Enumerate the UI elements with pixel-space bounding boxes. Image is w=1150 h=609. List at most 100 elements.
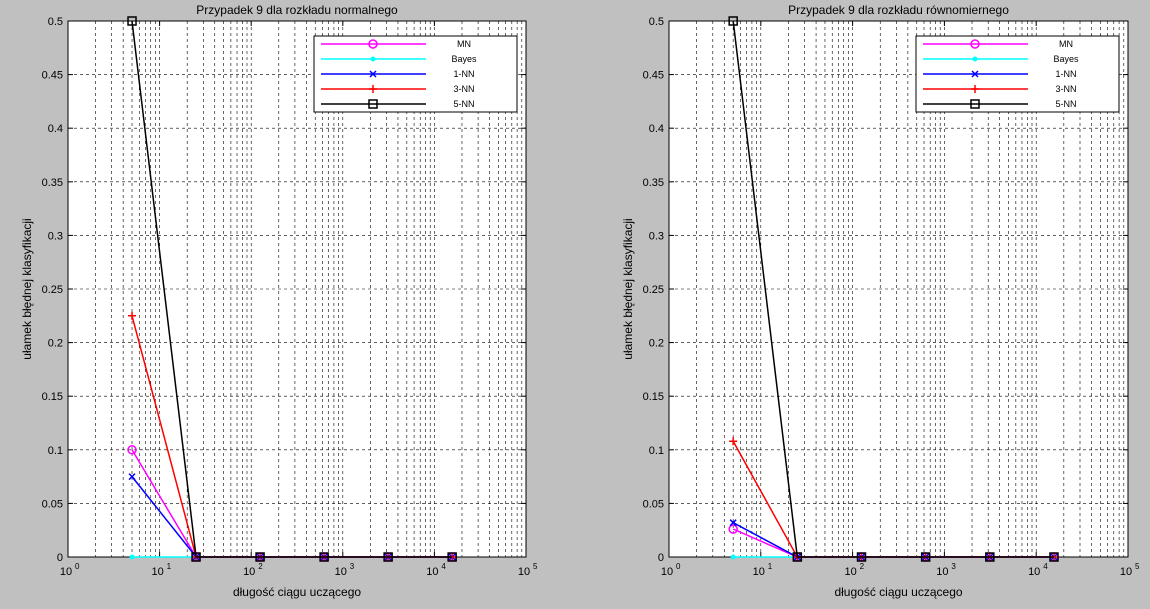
series-5-nn (728, 16, 1059, 562)
chart-panel-1: 00.050.10.150.20.250.30.350.40.450.510 0 1… (20, 3, 538, 599)
data-point-marker (729, 437, 738, 446)
y-tick-label: 0.35 (643, 177, 664, 189)
series-group (127, 16, 457, 562)
y-axis-label: ułamek błędnej klasyfikacji (621, 218, 635, 359)
legend-label: Bayes (1053, 54, 1079, 64)
y-tick-label: 0.35 (42, 177, 63, 189)
legend-label: Bayes (451, 54, 477, 64)
y-tick-label: 0.5 (649, 16, 664, 28)
y-tick-label: 0.4 (649, 123, 664, 135)
x-tick-label-exponent: 1 (167, 562, 172, 571)
y-tick-label: 0.05 (643, 498, 664, 510)
y-tick-label: 0.3 (48, 230, 63, 242)
grid-lines (68, 21, 526, 557)
y-tick-label: 0.2 (649, 338, 664, 350)
grid-lines (669, 21, 1128, 557)
data-point-marker (191, 552, 201, 562)
x-tick-label-exponent: 3 (350, 562, 355, 571)
x-tick-label-exponent: 1 (768, 562, 773, 571)
legend-label: 5-NN (1055, 99, 1076, 109)
data-point-marker (447, 552, 457, 562)
data-point-marker (970, 39, 980, 49)
series-line (732, 20, 1054, 558)
x-tick-label: 10 (936, 566, 948, 578)
data-point-marker (792, 552, 803, 562)
series-group (728, 16, 1059, 562)
x-tick-label-exponent: 4 (441, 562, 446, 571)
x-tick-label-exponent: 2 (860, 562, 865, 571)
x-tick-label-exponent: 0 (676, 562, 681, 571)
legend-label: MN (1059, 39, 1073, 49)
tick-marks (668, 20, 1129, 558)
data-point-marker (985, 552, 995, 562)
legend: MN Bayes 1-NN 3-NN 5-NN (915, 35, 1120, 113)
y-axis-label: ułamek błędnej klasyfikacji (20, 218, 34, 359)
x-tick-label-exponent: 4 (1043, 562, 1048, 571)
y-tick-label: 0.1 (48, 445, 63, 457)
data-point-marker (127, 445, 137, 455)
chart-panel-2: 00.050.10.150.20.250.30.350.40.450.510 0 1… (621, 3, 1140, 599)
data-point-marker (383, 552, 393, 562)
series-5-nn (127, 16, 457, 562)
x-tick-label: 10 (844, 566, 856, 578)
y-tick-label: 0 (57, 552, 63, 564)
y-tick-label: 0.15 (643, 391, 664, 403)
data-point-marker (368, 99, 378, 109)
legend-label: 3-NN (453, 84, 474, 94)
x-tick-label: 10 (1120, 566, 1132, 578)
x-tick-label: 10 (518, 566, 530, 578)
data-point-marker (730, 554, 736, 560)
data-point-marker (129, 554, 135, 560)
data-point-marker (369, 85, 377, 93)
data-point-marker (971, 70, 979, 78)
x-tick-label-exponent: 5 (1135, 562, 1140, 571)
data-point-marker (368, 39, 378, 49)
y-tick-label: 0.3 (649, 230, 664, 242)
data-point-marker (128, 473, 136, 481)
y-tick-label: 0.25 (42, 284, 63, 296)
x-tick-label-exponent: 3 (951, 562, 956, 571)
data-point-marker (319, 552, 329, 562)
legend-label: 3-NN (1055, 84, 1076, 94)
y-tick-label: 0.1 (649, 445, 664, 457)
data-point-marker (127, 16, 137, 26)
y-tick-label: 0 (658, 552, 664, 564)
data-point-marker (971, 85, 979, 93)
chart-title: Przypadek 9 dla rozkładu równomiernego (788, 3, 1009, 17)
y-tick-label: 0.05 (42, 498, 63, 510)
x-tick-label: 10 (151, 566, 163, 578)
data-point-marker (1049, 552, 1059, 562)
x-tick-label: 10 (1028, 566, 1040, 578)
tick-marks (67, 20, 527, 558)
y-tick-label: 0.45 (643, 70, 664, 82)
legend-label: 1-NN (1055, 69, 1076, 79)
data-point-marker (856, 552, 867, 562)
data-point-marker (370, 56, 376, 62)
data-point-marker (972, 56, 978, 62)
series-line (131, 20, 453, 558)
legend-label: 1-NN (453, 69, 474, 79)
x-tick-label-exponent: 2 (258, 562, 263, 571)
x-tick-label: 10 (60, 566, 72, 578)
legend-label: MN (457, 39, 471, 49)
data-point-marker (728, 524, 738, 534)
x-tick-label: 10 (243, 566, 255, 578)
data-point-marker (369, 70, 377, 78)
x-tick-label-exponent: 0 (75, 562, 80, 571)
x-tick-label: 10 (335, 566, 347, 578)
x-tick-label: 10 (661, 566, 673, 578)
y-tick-label: 0.2 (48, 338, 63, 350)
chart-title: Przypadek 9 dla rozkładu normalnego (196, 3, 398, 17)
x-axis-label: długość ciągu uczącego (233, 585, 361, 599)
data-point-marker (728, 16, 738, 26)
y-tick-label: 0.25 (643, 284, 664, 296)
x-tick-label: 10 (753, 566, 765, 578)
y-tick-label: 0.15 (42, 391, 63, 403)
x-axis-label: długość ciągu uczącego (834, 585, 962, 599)
data-point-marker (920, 552, 931, 562)
data-point-marker (255, 552, 265, 562)
legend-label: 5-NN (453, 99, 474, 109)
data-point-marker (970, 99, 980, 109)
legend: MN Bayes 1-NN 3-NN 5-NN (313, 35, 518, 113)
